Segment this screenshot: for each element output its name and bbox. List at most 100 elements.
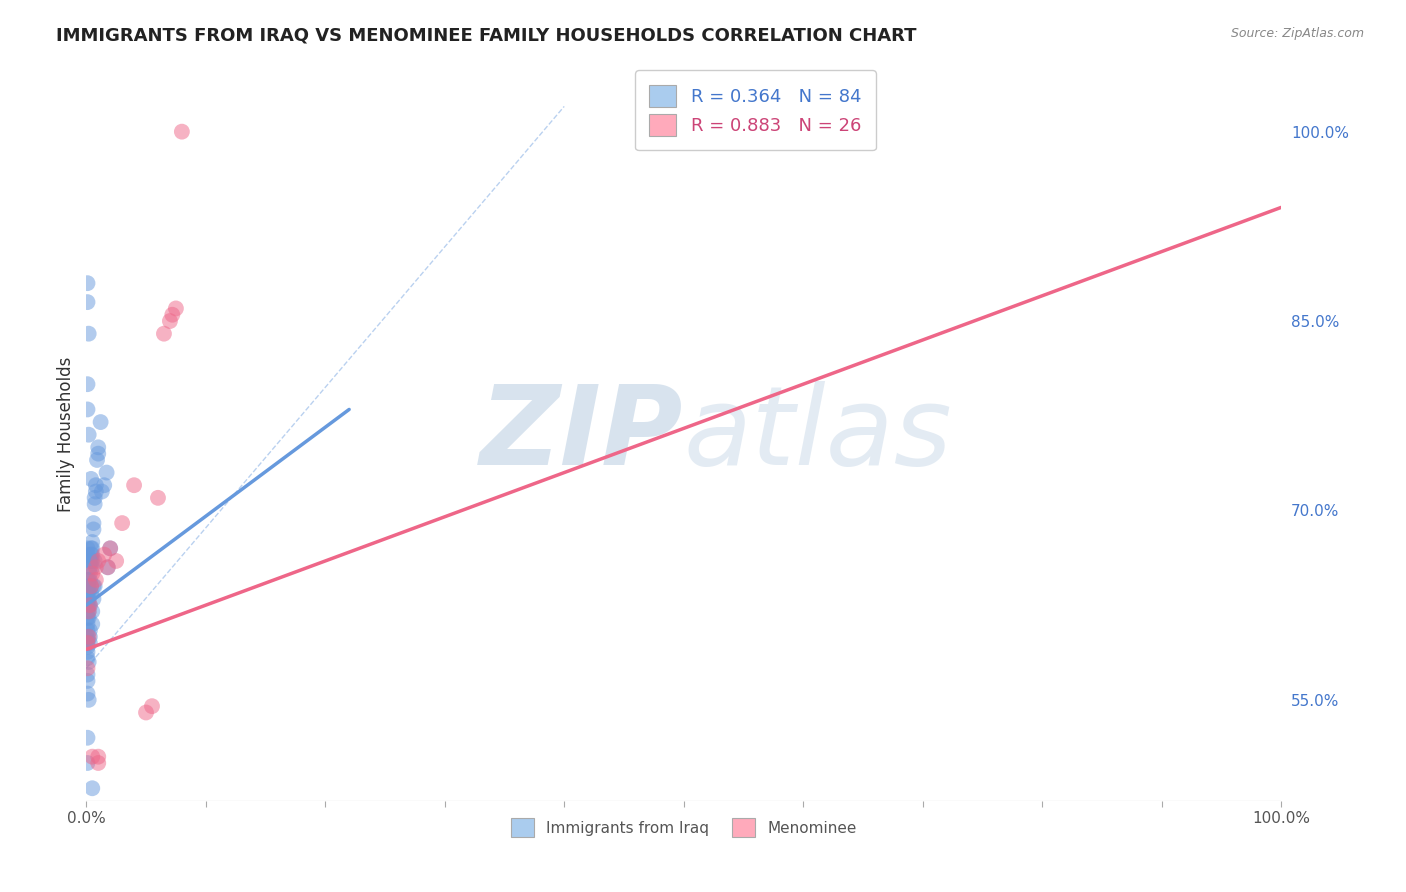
Point	[87, 756, 110, 770]
Point	[77, 326, 100, 341]
Point	[79, 566, 101, 581]
Point	[93, 478, 115, 492]
Point	[159, 314, 181, 328]
Text: Source: ZipAtlas.com: Source: ZipAtlas.com	[1230, 27, 1364, 40]
Point	[141, 699, 163, 714]
Point	[83, 491, 105, 505]
Point	[76, 605, 98, 619]
Point	[76, 687, 98, 701]
Point	[111, 516, 134, 530]
Point	[87, 440, 110, 454]
Point	[76, 636, 98, 650]
Point	[76, 295, 98, 310]
Point	[77, 591, 100, 606]
Point	[76, 731, 98, 745]
Point	[165, 301, 187, 316]
Point	[76, 630, 98, 644]
Point	[76, 624, 98, 638]
Point	[162, 308, 184, 322]
Point	[79, 554, 101, 568]
Point	[83, 554, 105, 568]
Point	[90, 484, 112, 499]
Point	[76, 598, 98, 612]
Point	[76, 585, 98, 599]
Point	[80, 579, 103, 593]
Point	[79, 598, 101, 612]
Point	[76, 579, 98, 593]
Point	[90, 415, 112, 429]
Point	[79, 598, 101, 612]
Point	[82, 591, 104, 606]
Point	[76, 640, 98, 654]
Point	[86, 453, 108, 467]
Point	[122, 478, 145, 492]
Point	[83, 579, 105, 593]
Point	[170, 125, 193, 139]
Point	[80, 472, 103, 486]
Point	[83, 497, 105, 511]
Point	[77, 605, 100, 619]
Text: IMMIGRANTS FROM IRAQ VS MENOMINEE FAMILY HOUSEHOLDS CORRELATION CHART: IMMIGRANTS FROM IRAQ VS MENOMINEE FAMILY…	[56, 27, 917, 45]
Point	[76, 673, 98, 688]
Point	[76, 611, 98, 625]
Point	[77, 427, 100, 442]
Point	[77, 585, 100, 599]
Point	[77, 630, 100, 644]
Point	[76, 645, 98, 659]
Legend: Immigrants from Iraq, Menominee: Immigrants from Iraq, Menominee	[503, 811, 865, 845]
Point	[82, 579, 104, 593]
Point	[84, 560, 107, 574]
Point	[79, 630, 101, 644]
Point	[76, 548, 98, 562]
Point	[79, 636, 101, 650]
Text: atlas: atlas	[683, 381, 952, 488]
Point	[76, 377, 98, 392]
Point	[76, 661, 98, 675]
Point	[76, 402, 98, 417]
Point	[153, 326, 176, 341]
Point	[76, 756, 98, 770]
Point	[82, 781, 104, 796]
Point	[97, 560, 120, 574]
Point	[79, 560, 101, 574]
Point	[82, 554, 104, 568]
Point	[82, 566, 104, 581]
Point	[98, 541, 121, 556]
Point	[82, 541, 104, 556]
Point	[82, 516, 104, 530]
Point	[77, 693, 100, 707]
Point	[84, 484, 107, 499]
Point	[77, 605, 100, 619]
Point	[77, 598, 100, 612]
Point	[98, 541, 121, 556]
Text: ZIP: ZIP	[481, 381, 683, 488]
Point	[82, 522, 104, 536]
Point	[97, 560, 120, 574]
Point	[77, 655, 100, 669]
Point	[146, 491, 169, 505]
Point	[76, 617, 98, 632]
Point	[135, 706, 157, 720]
Point	[80, 585, 103, 599]
Point	[82, 749, 104, 764]
Point	[87, 447, 110, 461]
Point	[80, 579, 103, 593]
Point	[76, 651, 98, 665]
Point	[82, 560, 104, 574]
Point	[87, 554, 110, 568]
Point	[96, 466, 118, 480]
Point	[77, 611, 100, 625]
Point	[82, 605, 104, 619]
Point	[80, 554, 103, 568]
Point	[82, 548, 104, 562]
Point	[77, 579, 100, 593]
Point	[80, 548, 103, 562]
Point	[76, 591, 98, 606]
Point	[76, 632, 98, 647]
Point	[76, 636, 98, 650]
Point	[105, 554, 128, 568]
Point	[76, 541, 98, 556]
Point	[77, 573, 100, 587]
Point	[80, 541, 103, 556]
Point	[82, 617, 104, 632]
